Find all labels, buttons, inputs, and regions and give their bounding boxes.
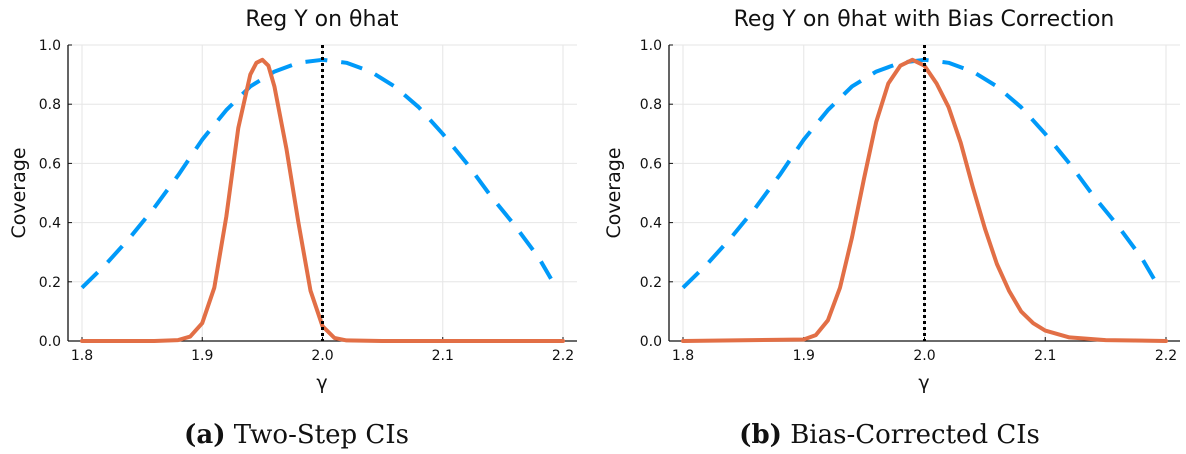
x-tick-label: 2.2 [1155,348,1177,364]
series-line-solid [80,57,565,343]
caption-text: Two-Step CIs [233,420,409,450]
x-tick-label: 2.1 [1034,348,1056,364]
y-tick-label: 1.0 [640,38,662,54]
y-tick-label: 0.6 [39,156,61,172]
x-tick-label: 2.0 [311,348,333,364]
x-tick-label: 1.9 [191,348,213,364]
x-tick-label: 2.2 [552,348,574,364]
y-axis-label: Coverage [603,147,625,238]
x-tick-label: 2.0 [913,348,935,364]
panel-two-step: Reg Y on θhat γ Coverage 1.8 1.9 2.0 2.1 2.2… [0,7,593,450]
y-tick-label: 0.6 [640,156,662,172]
caption: (b) Bias-Corrected CIs [593,420,1186,450]
y-tick-label: 0.8 [39,97,61,113]
y-tick-label: 0.0 [39,334,61,350]
chart-two-step: Reg Y on θhat γ Coverage 1.8 1.9 2.0 2.1 2.2… [8,7,577,394]
y-tick-label: 0.4 [640,216,662,232]
x-tick-label: 1.8 [71,348,93,364]
caption-tag: (a) [184,420,226,450]
caption-tag: (b) [739,420,782,450]
x-axis-label: γ [918,372,929,394]
y-tick-label: 0.0 [640,334,662,350]
x-tick-label: 2.1 [432,348,454,364]
caption: (a) Two-Step CIs [0,420,593,450]
y-axis-label: Coverage [8,147,30,238]
series-line-dashed [80,57,553,290]
series-line-solid [681,57,1168,343]
y-tick-label: 0.2 [640,275,662,291]
y-tick-label: 1.0 [39,38,61,54]
y-tick-label: 0.8 [640,97,662,113]
chart-bias-corrected: Reg Y on θhat with Bias Correction γ Cov… [603,7,1180,394]
x-tick-label: 1.9 [793,348,815,364]
caption-text: Bias-Corrected CIs [790,420,1040,450]
chart-title: Reg Y on θhat [245,7,399,32]
panel-bias-corrected: Reg Y on θhat with Bias Correction γ Cov… [593,0,1186,454]
plot-area: 1.8 1.9 2.0 2.1 2.2 0.0 0.2 0.4 0.6 0.8 1.0 [39,38,577,364]
plot-area: 1.8 1.9 2.0 2.1 2.2 0.0 0.2 0.4 0.6 0.8 1.0 [640,38,1180,364]
chart-title: Reg Y on θhat with Bias Correction [734,7,1115,32]
y-tick-label: 0.4 [39,216,61,232]
y-tick-label: 0.2 [39,275,61,291]
x-tick-label: 1.8 [672,348,694,364]
series-line-dashed [681,57,1156,290]
x-axis-label: γ [316,372,327,394]
